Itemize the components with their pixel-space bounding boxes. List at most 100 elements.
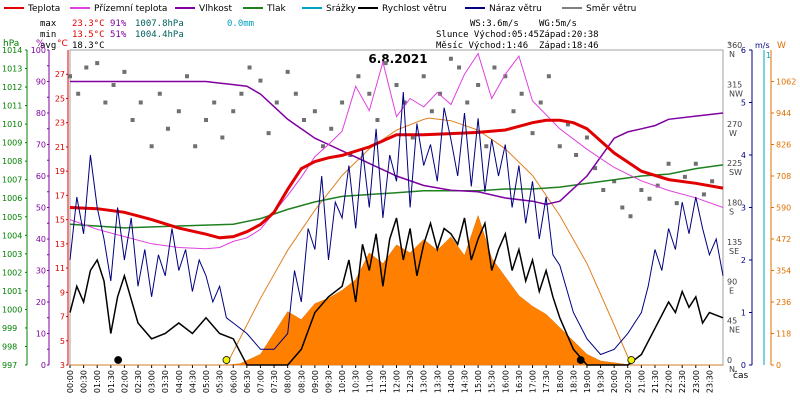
wind-direction-point-15	[204, 118, 209, 122]
marker-sunset	[627, 356, 636, 364]
stats-avg-label: avg	[40, 41, 56, 51]
wind-direction-point-68	[682, 174, 687, 179]
x-tick-label-3: 01:30	[107, 370, 116, 393]
wind-direction-point-13	[184, 74, 189, 79]
x-tick-label-32: 16:00	[501, 370, 510, 393]
wind-direction-point-12	[176, 109, 181, 114]
temp-tick-label-3: 9	[60, 288, 65, 297]
x-tick-label-31: 15:30	[488, 370, 497, 393]
legend-label-4: Srážky	[326, 4, 357, 14]
wind-direction-point-17	[220, 135, 225, 140]
axes: hPa% °C9979989991000100110021003100410051…	[2, 39, 796, 393]
x-tick-label-0: 00:00	[66, 370, 75, 393]
wind-direction-point-64	[647, 196, 652, 201]
temp-tick-label-2: 7	[60, 313, 65, 322]
x-tick-label-19: 09:30	[324, 370, 333, 393]
stats-max-rain: 0.0mm	[227, 19, 254, 29]
wind-direction-point-33	[367, 91, 372, 96]
wind-direction-point-50	[519, 91, 524, 96]
dir-tick-label-3: SE	[729, 247, 739, 256]
hpa-tick-label-4: 1001	[2, 287, 22, 296]
marker-moonset	[576, 356, 585, 364]
x-tick-label-41: 20:30	[624, 370, 633, 393]
wind-direction-point-56	[574, 153, 579, 157]
wind-direction-point-9	[149, 144, 154, 149]
x-tick-label-44: 22:00	[665, 370, 674, 393]
wind-direction-point-54	[557, 144, 562, 149]
hpa-tick-label-5: 1002	[2, 268, 22, 277]
hpa-tick-label-0: 997	[2, 361, 17, 370]
wind-direction-point-29	[329, 126, 334, 131]
ms-axis-title: m/s	[755, 41, 770, 50]
stats-min-label: min	[40, 30, 56, 40]
x-tick-label-37: 18:30	[569, 370, 578, 393]
stats-min-temp: 13.5°C	[72, 30, 105, 40]
wind-direction-point-36	[394, 83, 399, 87]
wind-direction-point-24	[285, 69, 290, 74]
x-tick-label-15: 07:30	[270, 370, 279, 393]
hpa-tick-label-16: 1013	[2, 65, 22, 74]
info-block: WS:3.6m/s WG:5m/s Slunce Východ:05:45 Zá…	[436, 19, 599, 51]
wind-direction-point-52	[538, 100, 543, 105]
wind-direction-point-21	[258, 78, 263, 83]
solar-tick-label-3: 354	[776, 267, 791, 276]
pct-tick-label-14: 70	[36, 141, 46, 150]
wind-direction-point-67	[674, 201, 679, 206]
dir-tick-deg-8: 360	[727, 41, 742, 50]
solar-tick-label-2: 236	[776, 298, 791, 307]
x-tick-label-35: 17:30	[542, 370, 551, 393]
dir-tick-deg-7: 315	[727, 80, 742, 89]
ms-tick-label-4: 4	[741, 151, 746, 160]
wind-direction-point-16	[212, 100, 217, 105]
temp-tick-label-10: 23	[55, 119, 65, 128]
wind-direction-point-20	[247, 65, 252, 70]
ms-tick-label-6: 6	[741, 46, 746, 55]
wind-direction-point-28	[321, 144, 326, 149]
x-tick-label-24: 12:00	[393, 370, 402, 393]
x-tick-label-33: 16:30	[515, 370, 524, 393]
stats-avg-temp: 18.3°C	[72, 41, 105, 51]
pct-tick-label-10: 50	[36, 204, 46, 213]
info-wind-speed: WS:3.6m/s	[470, 19, 519, 29]
temp-tick-label-4: 11	[55, 264, 65, 273]
solar-tick-label-6: 708	[776, 172, 791, 181]
hpa-tick-label-17: 1014	[2, 46, 22, 55]
ms-tick-label-0: 0	[741, 361, 746, 370]
info-wind-gust: WG:5m/s	[539, 19, 577, 29]
x-tick-label-16: 08:00	[284, 370, 293, 393]
hpa-tick-label-6: 1003	[2, 250, 22, 259]
wind-direction-point-39	[421, 74, 426, 79]
x-tick-label-29: 14:30	[461, 370, 470, 393]
x-tick-label-13: 06:30	[243, 370, 252, 393]
pct-tick-label-20: 100	[31, 46, 46, 55]
hpa-axis-title: hPa	[3, 39, 19, 49]
x-tick-label-2: 01:00	[93, 370, 102, 393]
ms-tick-label-5: 5	[741, 99, 746, 108]
wind-direction-point-59	[601, 188, 606, 192]
ms-tick-label-1: 1	[741, 309, 746, 318]
stats-max-temp: 23.3°C	[72, 19, 105, 29]
chart-title: 6.8.2021	[368, 52, 427, 66]
rain-axis-title: 1	[766, 51, 771, 60]
wind-direction-point-61	[620, 205, 625, 210]
stats-min-humidity: 51%	[110, 30, 127, 40]
x-tick-label-8: 04:00	[175, 370, 184, 393]
x-tick-label-30: 15:00	[474, 370, 483, 393]
x-tick-label-12: 06:00	[229, 370, 238, 393]
wind-direction-point-48	[503, 74, 508, 79]
pct-tick-label-6: 30	[36, 267, 46, 276]
wind-direction-point-43	[457, 65, 462, 70]
temp-tick-label-5: 13	[55, 240, 65, 249]
wind-direction-point-51	[530, 131, 535, 136]
hpa-tick-label-2: 999	[2, 324, 17, 333]
temp-tick-label-8: 19	[55, 167, 65, 176]
hpa-tick-label-15: 1012	[2, 83, 22, 92]
pct-tick-label-8: 40	[36, 235, 46, 244]
stats-min-pressure: 1004.4hPa	[135, 30, 184, 40]
wind-direction-point-42	[448, 56, 453, 61]
wind-direction-point-35	[383, 61, 388, 66]
pct-tick-label-18: 90	[36, 78, 46, 87]
series-temperature	[69, 118, 724, 240]
x-tick-label-5: 02:30	[134, 370, 143, 393]
temp-axis-title: °C	[57, 39, 68, 49]
